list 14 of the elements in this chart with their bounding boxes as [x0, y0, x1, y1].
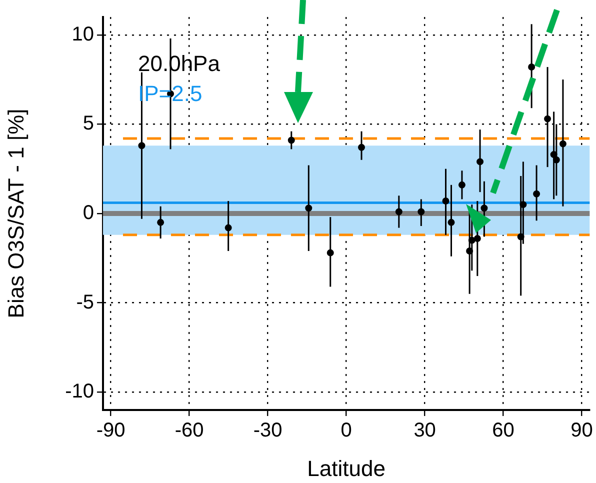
x-tick-label: 30 [414, 420, 436, 442]
x-tick-label: -30 [253, 420, 282, 442]
x-tick-label: 60 [492, 420, 514, 442]
y-tick-label: 0 [82, 202, 94, 224]
x-tick-label: 0 [340, 420, 352, 442]
x-tick-label: -60 [174, 420, 204, 442]
y-tick-label: -5 [76, 291, 94, 314]
x-axis-title: Latitude [307, 456, 386, 481]
y-tick-label: -10 [65, 380, 94, 403]
x-tick-label: -90 [96, 420, 126, 442]
y-tick-label: 5 [82, 112, 94, 135]
x-tick-label: 90 [570, 420, 593, 442]
y-axis-title: Bias O3S/SAT - 1 [%] [3, 108, 28, 318]
y-tick-label: 10 [72, 23, 94, 46]
